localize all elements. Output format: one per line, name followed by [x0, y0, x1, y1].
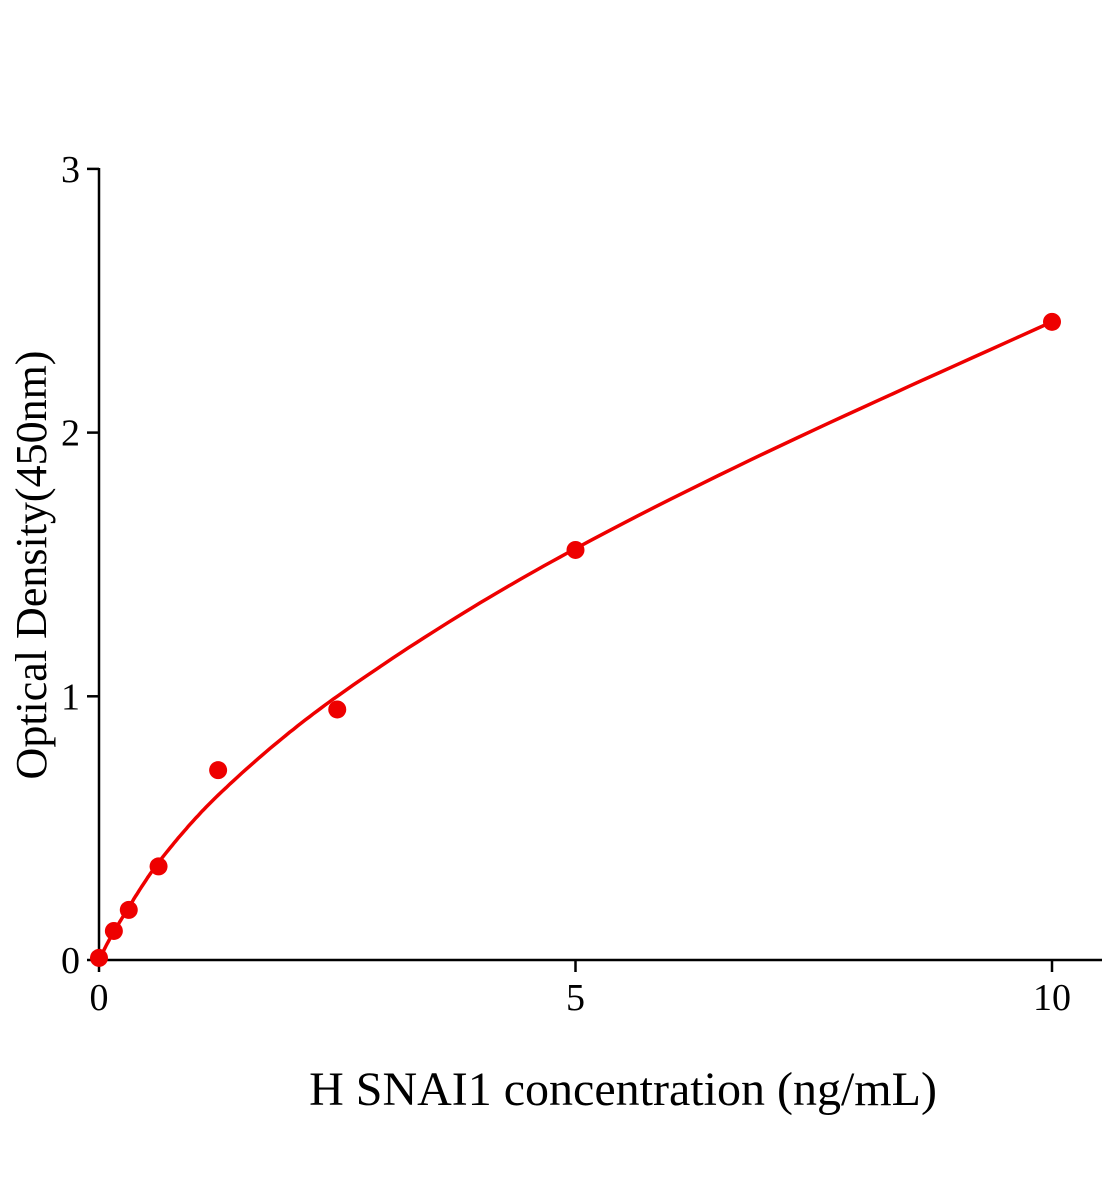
data-point	[149, 857, 168, 876]
x-ticks: 0 5 10	[90, 960, 1071, 1019]
data-points	[90, 312, 1061, 967]
y-tick-label: 2	[61, 413, 80, 455]
axes	[97, 168, 1102, 962]
data-point	[209, 761, 228, 780]
data-point	[90, 948, 108, 967]
data-point	[119, 900, 138, 919]
x-tick-label: 10	[1033, 977, 1071, 1019]
x-tick-label: 0	[90, 977, 109, 1019]
x-axis-label: H SNAI1 concentration (ng/mL)	[309, 1063, 937, 1116]
data-point	[1043, 312, 1061, 331]
x-tick-label: 5	[566, 977, 585, 1019]
data-point	[104, 921, 123, 940]
fit-curve	[97, 320, 1053, 961]
data-point	[566, 540, 585, 559]
y-tick-label: 1	[61, 676, 80, 718]
data-point	[328, 700, 347, 719]
y-tick-label: 0	[61, 940, 80, 982]
y-axis-label: Optical Density(450nm)	[7, 351, 56, 780]
y-tick-label: 3	[61, 149, 80, 191]
y-ticks: 0 1 2 3	[61, 149, 99, 982]
